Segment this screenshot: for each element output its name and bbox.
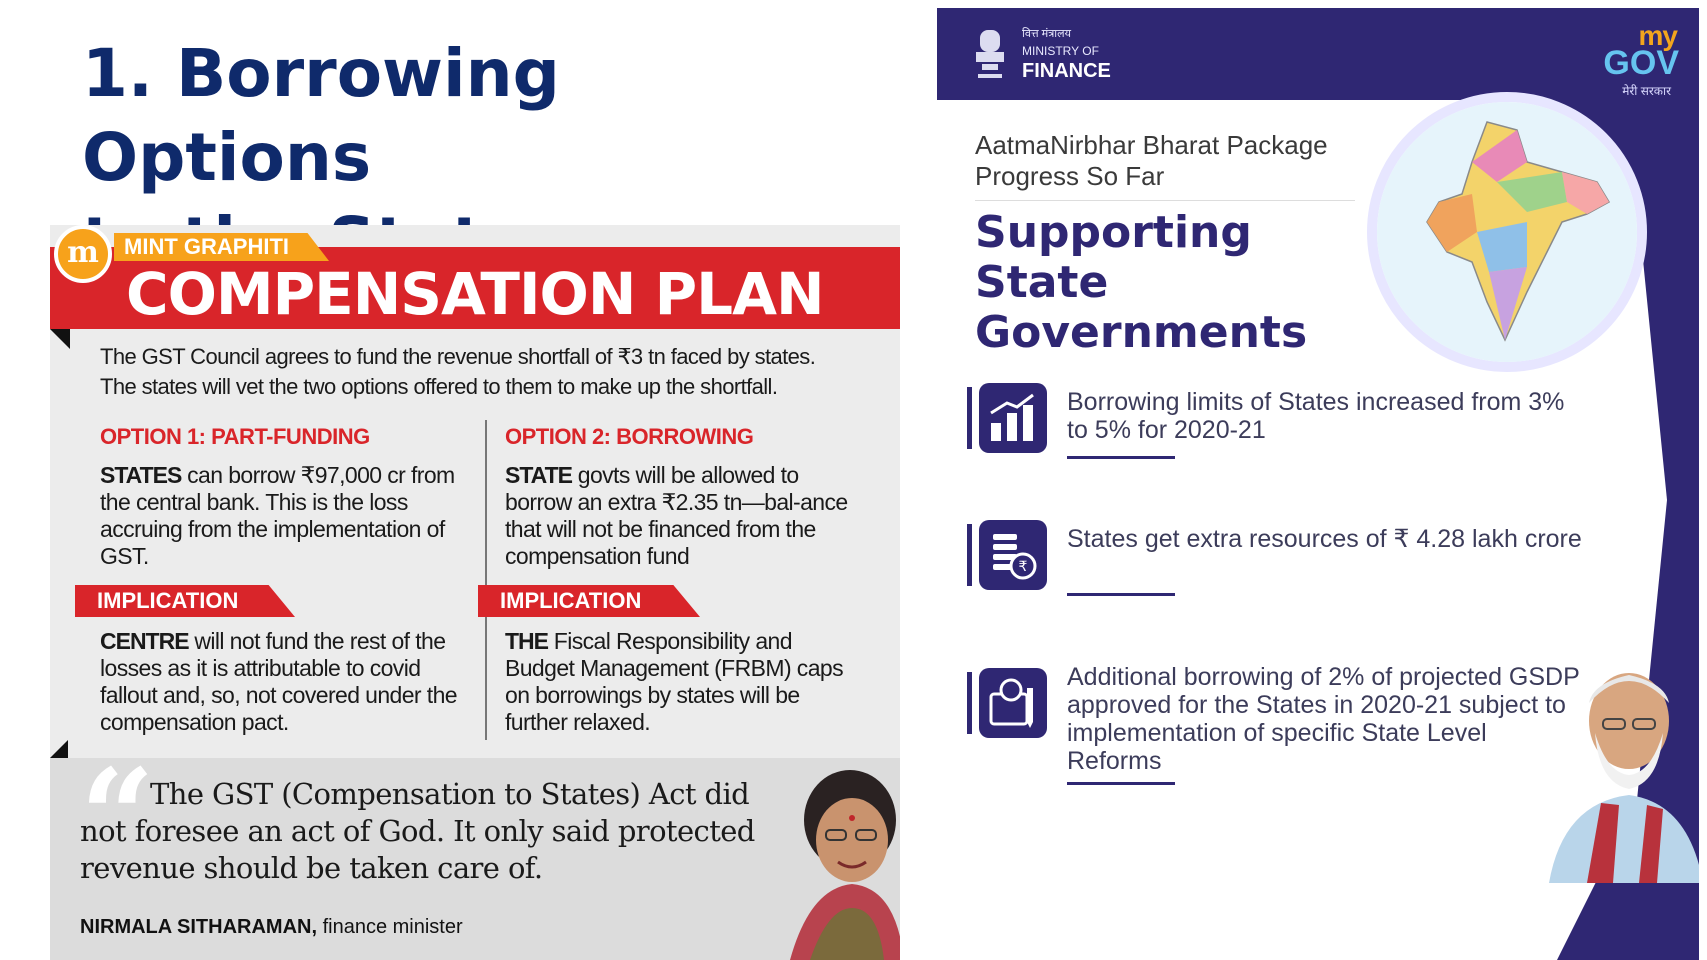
option-1-text: can borrow ₹97,000 cr from the central b… xyxy=(100,462,455,569)
option-2-lead: STATE xyxy=(505,462,573,488)
implication-2-badge: IMPLICATION xyxy=(478,585,700,617)
mof-hindi-label: वित्त मंत्रालय xyxy=(1022,28,1071,40)
rupee-coins-icon: ₹ xyxy=(967,520,1047,590)
item-3-text: Additional borrowing of 2% of projected … xyxy=(1067,663,1580,775)
bar-chart-icon xyxy=(967,383,1047,453)
svg-text:₹: ₹ xyxy=(1019,559,1028,575)
column-divider xyxy=(485,420,487,740)
mint-intro-line-1: The GST Council agrees to fund the reven… xyxy=(100,344,816,369)
slide-title-line-1: 1. Borrowing Options xyxy=(82,35,560,196)
mof-heading: Supporting State Governments xyxy=(975,207,1308,358)
item-3-rule xyxy=(1067,782,1175,785)
item-2-text: States get extra resources of ₹ 4.28 lak… xyxy=(1067,525,1582,553)
mint-logo-icon: m xyxy=(54,225,112,283)
mint-intro-line-2: The states will vet the two options offe… xyxy=(100,374,778,399)
document-rupee-icon xyxy=(967,668,1047,738)
item-2-rule xyxy=(1067,593,1175,596)
mygov-logo-gov: GOV xyxy=(1603,44,1679,82)
item-1-text: Borrowing limits of States increased fro… xyxy=(1067,388,1565,444)
implication-2-body: THE Fiscal Responsibility and Budget Man… xyxy=(505,628,865,736)
option-1-body: STATES can borrow ₹97,000 cr from the ce… xyxy=(100,462,460,570)
quote-text: The GST (Compensation to States) Act did… xyxy=(80,776,760,887)
mof-ministry-label: MINISTRY OF xyxy=(1022,44,1099,58)
mint-fold-corner xyxy=(50,329,70,349)
quote-author: NIRMALA SITHARAMAN, finance minister xyxy=(80,916,463,939)
mint-intro: The GST Council agrees to fund the reven… xyxy=(100,342,890,402)
quote-author-role: finance minister xyxy=(317,916,463,938)
mof-graphic: वित्त मंत्रालय MINISTRY OF FINANCE my GO… xyxy=(937,8,1699,960)
prime-minister-portrait xyxy=(1539,663,1699,883)
quote-body: The GST (Compensation to States) Act did… xyxy=(80,777,755,885)
option-1-lead: STATES xyxy=(100,462,182,488)
finance-minister-portrait xyxy=(780,758,900,960)
quote-box: “ The GST (Compensation to States) Act d… xyxy=(50,740,900,960)
implication-1-lead: CENTRE xyxy=(100,628,190,654)
mof-header: वित्त मंत्रालय MINISTRY OF FINANCE my GO… xyxy=(937,8,1699,100)
option-2-text: govts will be allowed to borrow an extra… xyxy=(505,462,848,569)
quote-fold-corner xyxy=(50,740,68,758)
implication-1-text: will not fund the rest of the losses as … xyxy=(100,628,458,735)
item-1-rule xyxy=(1067,456,1175,459)
quote-mark-icon: “ xyxy=(80,740,155,893)
mint-headline: COMPENSATION PLAN xyxy=(126,260,825,328)
mof-kicker: AatmaNirbhar Bharat Package Progress So … xyxy=(975,130,1328,191)
option-2-body: STATE govts will be allowed to borrow an… xyxy=(505,462,865,570)
mint-brand-tag: MINT GRAPHITI xyxy=(114,233,329,261)
national-emblem-icon xyxy=(976,30,1004,78)
implication-1-body: CENTRE will not fund the rest of the los… xyxy=(100,628,460,736)
mygov-logo-my: my xyxy=(1638,20,1678,51)
mof-kicker-rule xyxy=(975,200,1355,201)
mof-finance-label: FINANCE xyxy=(1022,60,1111,82)
option-1-heading: OPTION 1: PART-FUNDING xyxy=(100,424,370,449)
india-map-icon xyxy=(1367,92,1647,372)
implication-1-badge: IMPLICATION xyxy=(75,585,295,617)
option-2-column: OPTION 2: BORROWING STATE govts will be … xyxy=(505,420,865,570)
quote-author-name: NIRMALA SITHARAMAN, xyxy=(80,916,318,938)
option-2-heading: OPTION 2: BORROWING xyxy=(505,424,754,449)
option-1-column: OPTION 1: PART-FUNDING STATES can borrow… xyxy=(100,420,460,570)
mint-graphic: m MINT GRAPHITI COMPENSATION PLAN The GS… xyxy=(50,225,900,960)
mygov-tagline: मेरी सरकार xyxy=(1622,84,1671,98)
implication-2-text: Fiscal Responsibility and Budget Managem… xyxy=(505,628,844,735)
implication-2-lead: THE xyxy=(505,628,549,654)
